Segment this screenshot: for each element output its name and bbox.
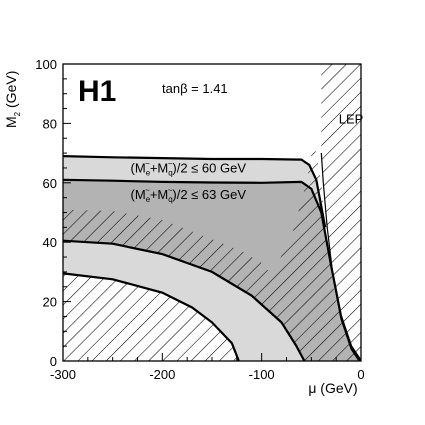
y-tick-label: 100 <box>35 57 57 72</box>
y-tick-label: 20 <box>43 295 57 310</box>
region-60gev <box>63 156 326 228</box>
region-label-60gev: (Me~+Mq~)/2 ≤ 60 GeV <box>131 159 247 177</box>
axis-ticks: -300 -200 -100 0 0 20 40 60 80 100 <box>35 57 364 382</box>
boundary-band-top <box>63 239 306 361</box>
boundary-lep <box>320 153 360 361</box>
y-tick-label: 80 <box>43 116 57 131</box>
boundary-60gev-top <box>63 155 327 228</box>
x-tick-label: -200 <box>149 367 175 382</box>
y-tick-label: 60 <box>43 176 57 191</box>
lower-hatched-region <box>63 273 239 361</box>
y-tick-label: 0 <box>50 354 57 369</box>
hatched-band-hatching <box>63 240 305 361</box>
boundary-63gev-top <box>63 178 361 361</box>
lep-excluded-region <box>321 64 361 361</box>
hatched-band-region <box>63 144 361 361</box>
y-axis-title: M2 (GeV) <box>3 71 22 128</box>
x-tick-label: -100 <box>249 367 275 382</box>
h1-logo: H1 <box>78 75 116 108</box>
x-tick-label: 0 <box>357 367 364 382</box>
x-tick-label: -300 <box>50 367 76 382</box>
boundary-band-bottom <box>63 272 240 361</box>
x-axis-title: μ (GeV) <box>308 380 357 396</box>
parameter-label: tanβ = 1.41 <box>162 81 228 96</box>
plot-area <box>63 64 361 361</box>
y-tick-label: 40 <box>43 235 57 250</box>
lep-label: LEP <box>339 111 364 126</box>
region-label-63gev: (Me~+Mq~)/2 ≤ 63 GeV <box>131 186 247 204</box>
